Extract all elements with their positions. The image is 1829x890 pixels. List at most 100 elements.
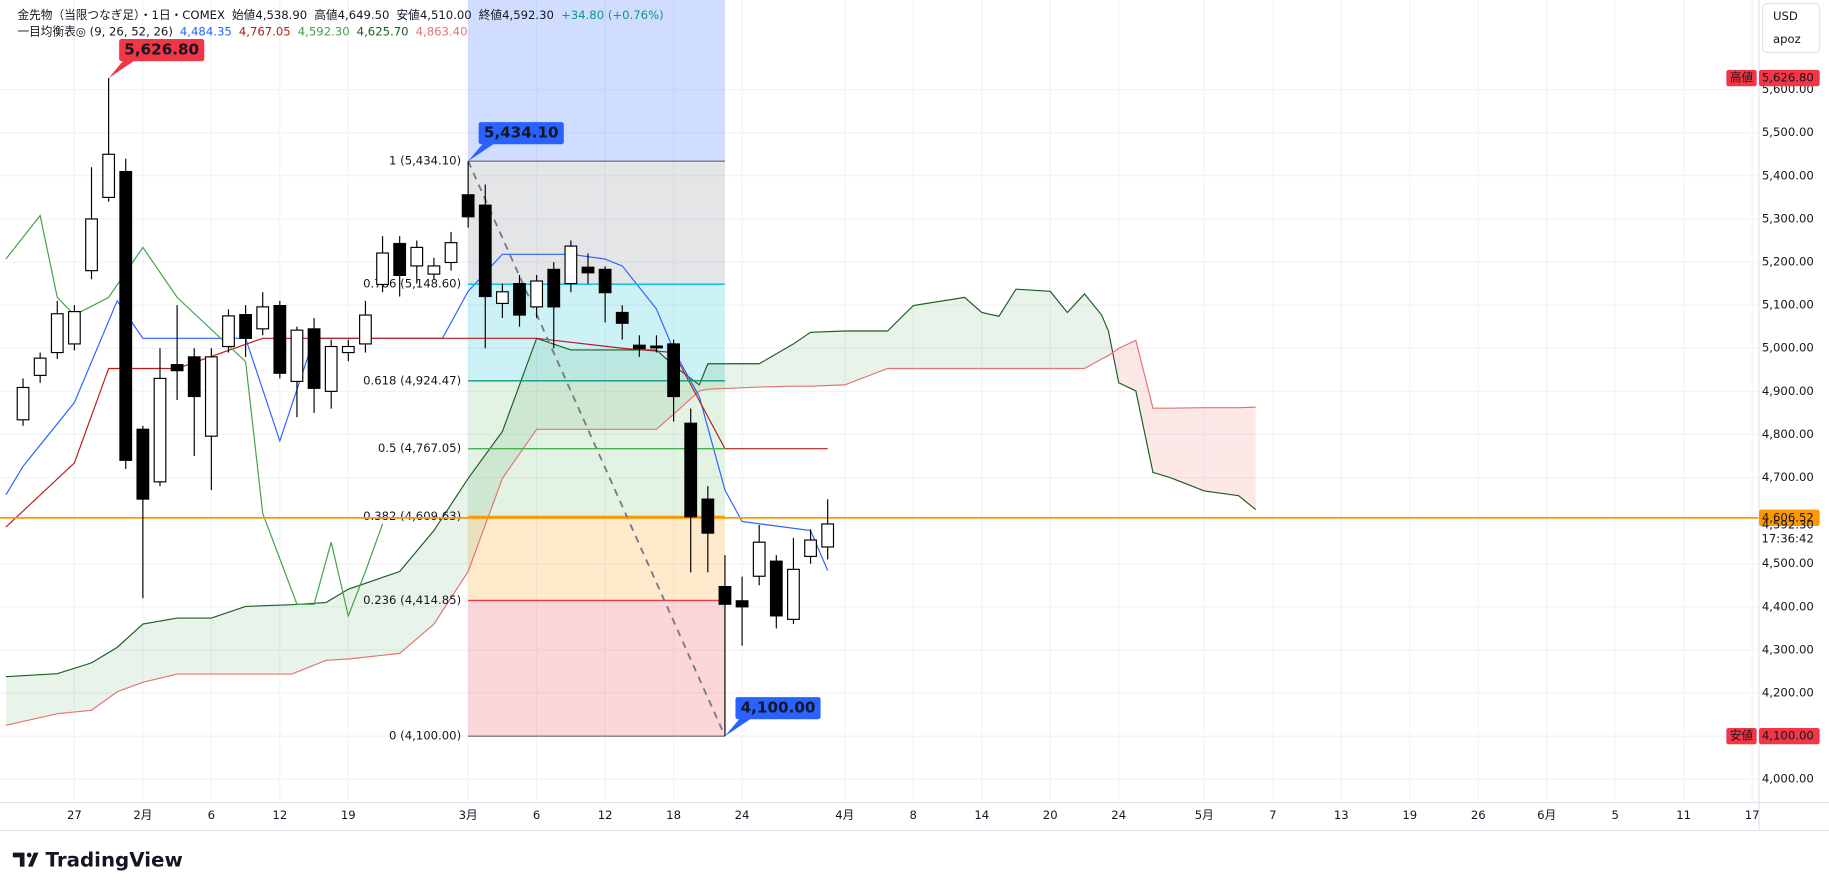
candle-body: [170, 364, 184, 372]
x-tick-label: 6月: [1537, 808, 1556, 822]
logo-icon[interactable]: [12, 852, 39, 867]
candle-body: [701, 498, 715, 534]
indicator-value: 4,592.30: [298, 24, 350, 38]
span-a-line: [5, 288, 1257, 678]
cloud-segment: [570, 349, 606, 430]
candle-body: [547, 268, 561, 308]
y-tick-label: 4,500.00: [1762, 556, 1814, 570]
indicator-value: 4,863.40: [416, 24, 468, 38]
x-tick-label: 20: [1043, 808, 1058, 822]
x-tick-label: 17: [1745, 808, 1760, 822]
cloud-segment: [348, 571, 400, 659]
logo-dot[interactable]: [26, 852, 32, 858]
currency[interactable]: USD: [1773, 9, 1798, 23]
countdown: 17:36:42: [1761, 532, 1813, 546]
fib-label: 0.5 (4,767.05): [378, 441, 461, 455]
x-tick-label: 13: [1334, 808, 1349, 822]
candle-body: [632, 344, 646, 350]
cloud-segment: [5, 673, 58, 726]
candle-body: [102, 153, 116, 198]
cloud-segment: [536, 338, 571, 430]
y-tick-label: 5,000.00: [1762, 341, 1814, 355]
indicator-value: 4,767.05: [239, 24, 291, 38]
x-tick-label: 11: [1676, 808, 1691, 822]
cloud-segment: [1015, 289, 1051, 369]
candle-body: [307, 328, 321, 389]
candle-body: [769, 560, 783, 617]
cloud-segment: [1084, 293, 1102, 369]
indicator-line: [5, 214, 384, 618]
candle-body: [495, 291, 509, 305]
y-tick-label: 4,700.00: [1762, 470, 1814, 484]
y-tick-label: 5,400.00: [1762, 168, 1814, 182]
axis-tag: 高値: [1730, 71, 1754, 85]
y-tick-label: 4,900.00: [1762, 384, 1814, 398]
ohlc-value: 4,649.50: [338, 8, 390, 22]
cloud-segment: [707, 363, 760, 390]
axis-value-box: [1759, 69, 1820, 87]
cloud-segment: [998, 289, 1016, 369]
indicator-value: 4,625.70: [357, 24, 409, 38]
logo[interactable]: TradingView: [12, 848, 183, 871]
fib-label: 0.382 (4,609.63): [363, 509, 461, 523]
brand[interactable]: TradingView: [45, 848, 182, 871]
callout-box: [119, 39, 205, 62]
x-tick-label: 19: [1402, 808, 1417, 822]
x-tick-label: 7: [1269, 808, 1276, 822]
x-tick-label: 3月: [459, 808, 478, 822]
candle-body: [581, 266, 595, 274]
indicator-value: 4,484.35: [180, 24, 232, 38]
axis-value: 4,100.00: [1762, 729, 1814, 743]
y-tick-label: 4,300.00: [1762, 642, 1814, 656]
candle-body: [119, 170, 133, 461]
candle-body: [239, 314, 252, 339]
cloud-segment: [1152, 408, 1171, 478]
cloud-segment: [399, 530, 434, 654]
x-tick-label: 27: [67, 808, 82, 822]
candle-body: [427, 265, 441, 275]
candle-body: [478, 204, 492, 298]
ohlc-label: 安値: [396, 8, 420, 22]
cloud-segment: [981, 312, 999, 369]
change: +34.80 (+0.76%): [561, 8, 664, 22]
candle-body: [530, 280, 544, 308]
x-tick-label: 18: [666, 808, 681, 822]
candle-body: [187, 356, 201, 398]
indicator-line: [5, 253, 829, 571]
ohlc-value: 4,592.30: [502, 8, 554, 22]
grid: [0, 0, 1760, 803]
cloud-segment: [433, 478, 469, 625]
currency-box[interactable]: [1761, 2, 1821, 54]
fib-label: 0.236 (4,414.85): [363, 593, 461, 607]
candle-body: [513, 283, 526, 316]
user[interactable]: apoz: [1773, 32, 1801, 46]
ohlc-value: 4,510.00: [420, 8, 472, 22]
cloud-segment: [245, 604, 292, 675]
candle-body: [376, 252, 389, 286]
y-tick-label: 4,000.00: [1762, 772, 1814, 786]
x-tick-label: 4月: [835, 808, 854, 822]
last-price-bg: [1760, 525, 1820, 554]
candle-body: [564, 245, 578, 285]
candle-body: [273, 304, 287, 374]
header-line: 金先物（当限つなぎ足）・1日・COMEX 始値4,538.90 高値4,649.50…: [18, 8, 664, 22]
x-tick-label: 26: [1471, 808, 1486, 822]
candle-body: [85, 218, 98, 272]
y-tick-label: 4,400.00: [1762, 599, 1814, 613]
candle-body: [615, 311, 629, 324]
fib-label: 0 (4,100.00): [389, 729, 461, 743]
y-tick-label: 5,300.00: [1762, 211, 1814, 225]
x-tick-label: 2月: [133, 808, 152, 822]
candle-body: [444, 242, 458, 264]
fib-band: [468, 516, 725, 601]
cloud-segment: [468, 431, 503, 572]
candle-body: [16, 386, 30, 421]
candle-body: [359, 314, 372, 345]
candle-body: [735, 600, 749, 608]
x-tick-label: 24: [735, 808, 750, 822]
callout-label: 4,100.00: [741, 699, 816, 717]
callout-pointer: [108, 60, 136, 79]
trend-line: [467, 160, 726, 737]
y-tick-label: 4,200.00: [1762, 686, 1814, 700]
